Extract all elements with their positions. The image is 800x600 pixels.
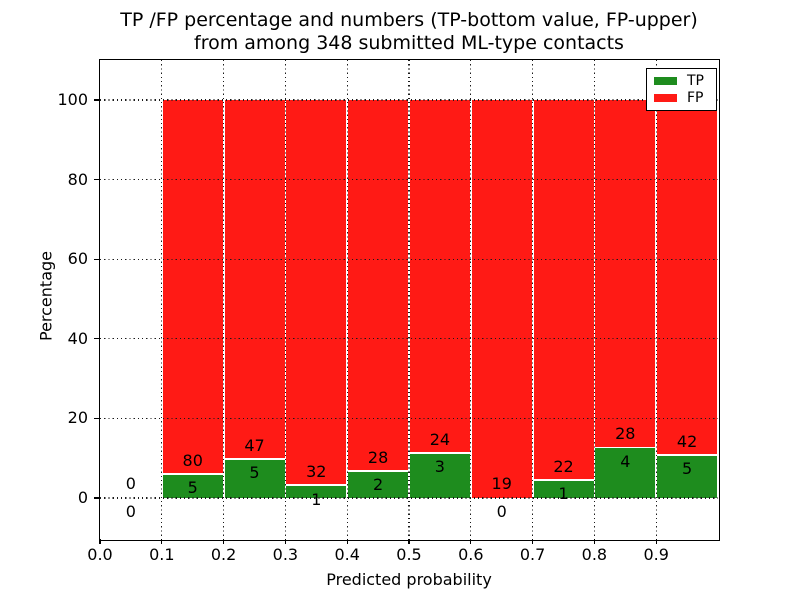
x-axis-tick-label: 0.0 <box>87 545 113 564</box>
fp-bar-segment <box>533 100 594 480</box>
bar-tp-count-label: 0 <box>125 501 136 521</box>
y-axis-tick <box>94 178 100 181</box>
bar-fp-count-label: 0 <box>125 474 136 494</box>
plot-area: 0 0 80 5 47 5 32 1 28 2 24 3 19 0 22 1 28 4 42 5 <box>100 60 718 539</box>
x-axis-tick <box>161 539 163 544</box>
legend-item-fp: FP <box>654 91 716 105</box>
tp-bar-segment <box>533 480 594 498</box>
bar-tp-count-label: 3 <box>434 457 445 477</box>
fp-bar-segment <box>657 100 718 455</box>
bar-tp-count-label: 0 <box>496 501 507 521</box>
x-axis-tick <box>408 539 410 544</box>
tp-bar-segment <box>657 455 718 498</box>
x-axis-tick-label: 0.7 <box>519 545 546 564</box>
tp-bar-segment <box>409 453 470 498</box>
fp-legend-swatch-icon <box>654 93 677 103</box>
bar-fp-count-label: 28 <box>367 447 389 467</box>
x-axis-tick <box>346 539 348 544</box>
y-axis-tick-label: 0 <box>77 488 88 507</box>
x-axis-tick-label: 0.5 <box>396 545 422 564</box>
bar-fp-count-label: 42 <box>676 431 698 451</box>
bar-fp-count-label: 28 <box>615 424 636 444</box>
x-axis-tick <box>99 539 101 544</box>
x-axis-tick-label: 0.9 <box>643 545 669 564</box>
y-axis-tick-label: 40 <box>67 328 88 348</box>
vertical-gridline <box>655 60 657 539</box>
tp-bar-segment <box>224 459 285 498</box>
bar-tp-count-label: 2 <box>373 475 384 494</box>
x-axis-tick <box>470 539 472 544</box>
fp-bar-segment <box>409 100 470 453</box>
x-axis-tick-label: 0.6 <box>458 545 484 564</box>
bar-fp-count-label: 32 <box>306 462 327 481</box>
x-axis-tick <box>222 539 225 544</box>
tp-bar-segment <box>348 471 409 498</box>
y-axis-tick-label: 80 <box>67 169 88 189</box>
y-axis-tick <box>94 497 100 499</box>
bar-fp-count-label: 19 <box>491 474 512 494</box>
vertical-gridline <box>284 60 286 539</box>
y-axis-tick-label: 100 <box>57 90 88 109</box>
y-axis-tick-label: 60 <box>67 249 88 269</box>
x-axis-tick <box>655 539 657 544</box>
fp-bar-segment <box>471 100 532 498</box>
fp-bar-segment <box>595 100 656 447</box>
vertical-gridline <box>346 60 348 539</box>
y-axis-tick <box>94 338 100 340</box>
legend-label-tp: TP <box>687 73 704 89</box>
bar-fp-count-label: 47 <box>244 435 265 455</box>
y-axis-tick <box>94 258 100 260</box>
fp-bar-segment <box>348 100 409 470</box>
tp-legend-swatch-icon <box>654 76 677 86</box>
bar-fp-count-label: 80 <box>182 450 203 470</box>
vertical-gridline <box>470 60 472 539</box>
y-axis-tick-label: 20 <box>67 408 88 428</box>
bar-tp-count-label: 1 <box>558 484 569 504</box>
x-axis-tick <box>531 539 534 544</box>
bar-tp-count-label: 4 <box>620 451 631 471</box>
x-axis-tick <box>593 539 596 544</box>
bar-tp-count-label: 5 <box>249 463 260 483</box>
legend-label-fp: FP <box>687 90 704 106</box>
x-axis-tick-label: 0.3 <box>272 545 299 564</box>
chart-title-line1: TP /FP percentage and numbers (TP-bottom… <box>120 9 698 31</box>
bar-tp-count-label: 5 <box>187 478 198 498</box>
vertical-gridline <box>593 60 595 539</box>
fp-bar-segment <box>162 100 223 474</box>
tp-bar-segment <box>162 474 223 498</box>
x-axis-tick-label: 0.2 <box>210 545 237 564</box>
x-axis-tick <box>284 539 287 544</box>
y-axis-title: Percentage <box>36 250 56 342</box>
fp-bar-segment <box>286 100 347 485</box>
tp-bar-segment <box>595 448 656 499</box>
x-axis-tick-label: 0.1 <box>149 545 175 564</box>
x-axis-tick-label: 0.8 <box>581 545 608 564</box>
legend: TP FP <box>646 68 717 111</box>
x-axis-title: Predicted probability <box>326 570 492 589</box>
tp-bar-segment <box>286 485 347 498</box>
bar-tp-count-label: 5 <box>682 459 693 479</box>
vertical-gridline <box>408 60 410 539</box>
bar-fp-count-label: 22 <box>553 456 574 476</box>
y-axis-tick <box>94 417 100 420</box>
legend-item-tp: TP <box>654 74 716 88</box>
x-axis-tick-label: 0.4 <box>334 545 360 564</box>
vertical-gridline <box>161 60 163 539</box>
chart-title-line2: from among 348 submitted ML-type contact… <box>194 32 624 54</box>
bar-fp-count-label: 24 <box>429 429 451 449</box>
vertical-gridline <box>532 60 534 539</box>
fp-bar-segment <box>224 100 285 459</box>
y-axis-tick <box>94 99 100 101</box>
bar-tp-count-label: 1 <box>311 489 322 509</box>
vertical-gridline <box>223 60 225 539</box>
